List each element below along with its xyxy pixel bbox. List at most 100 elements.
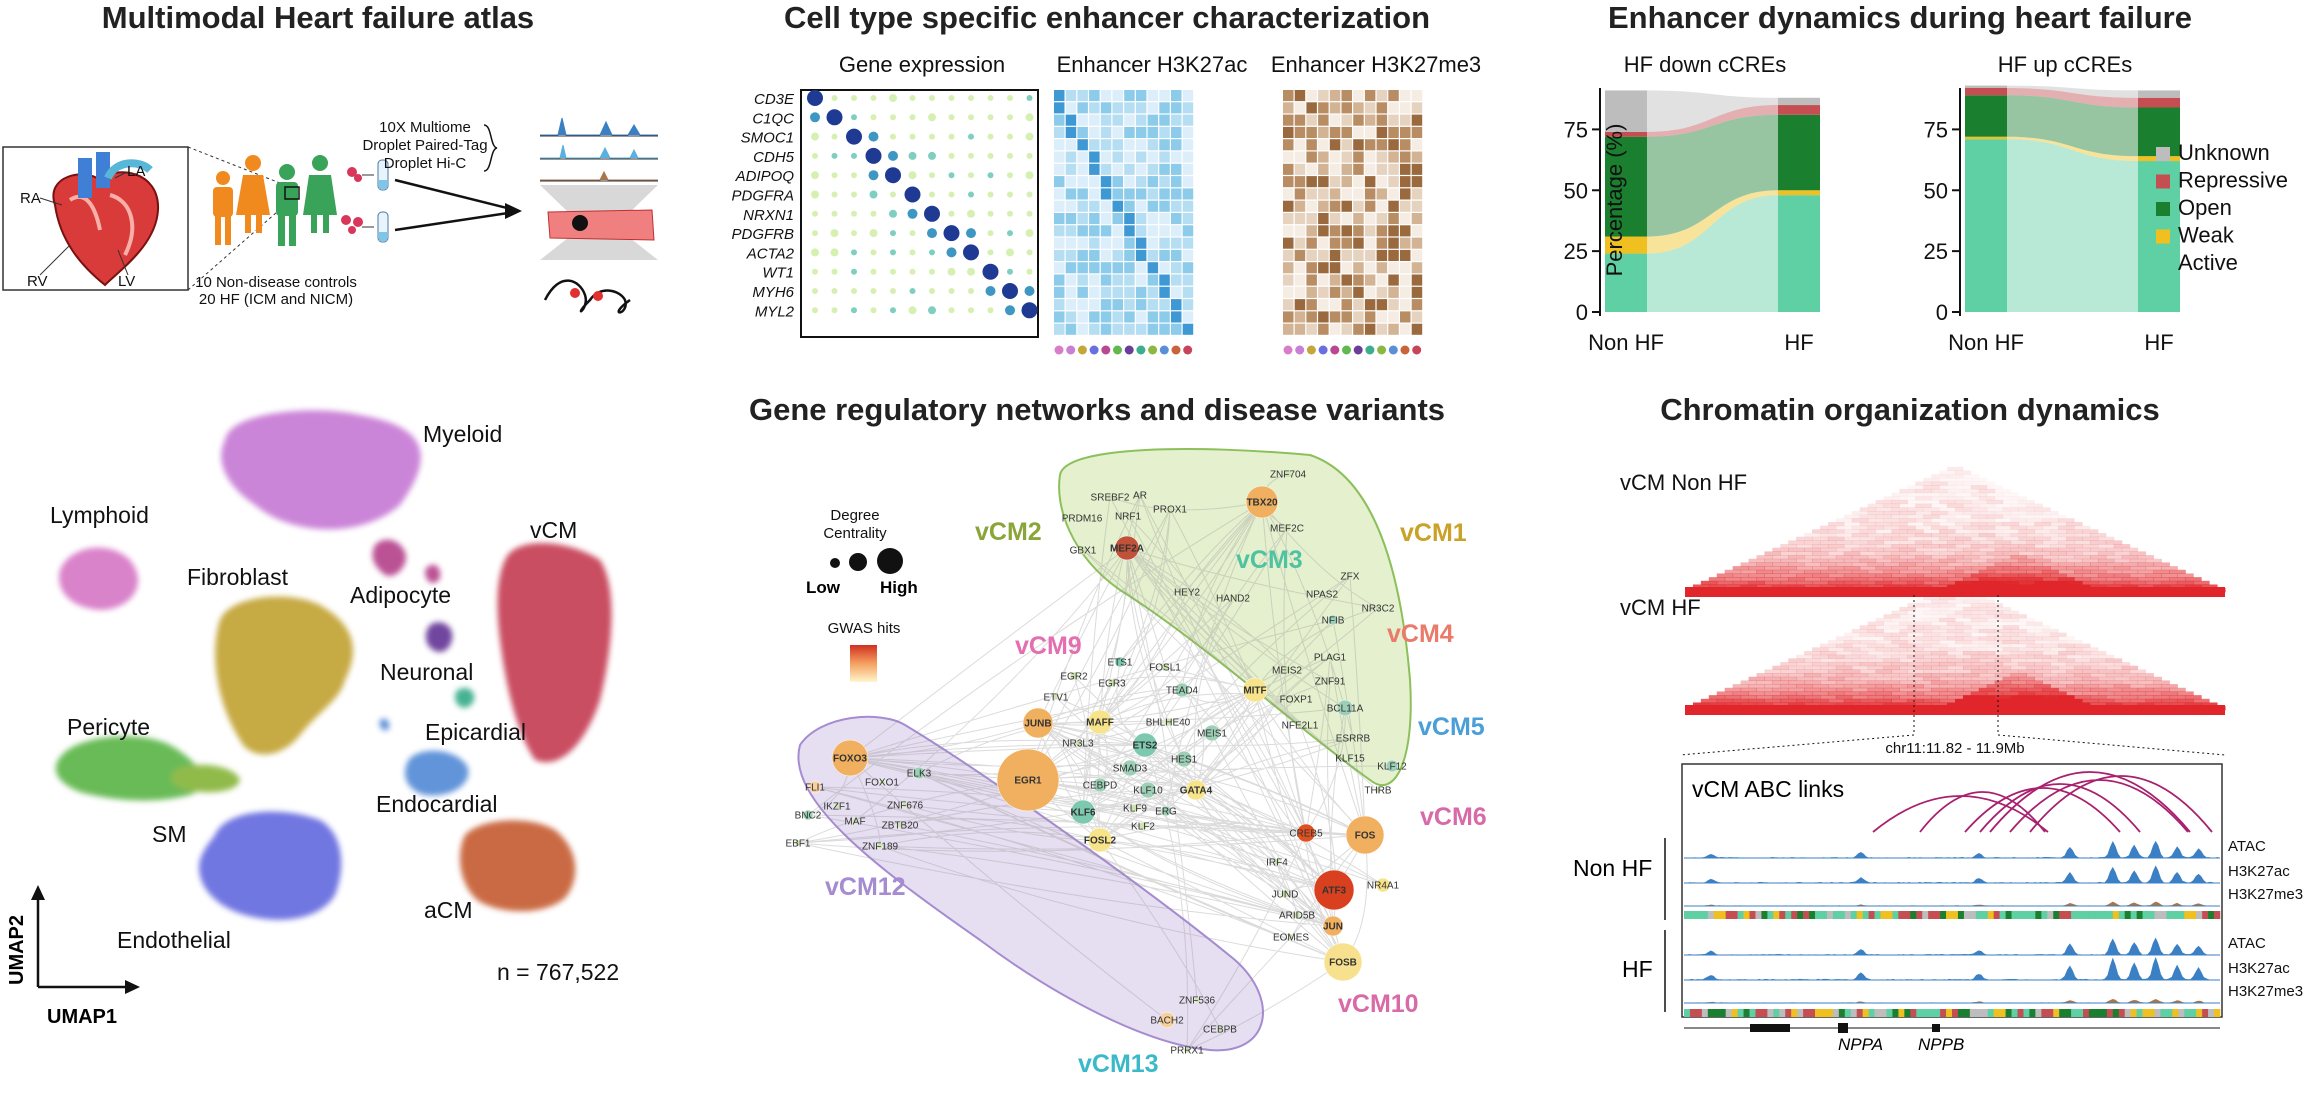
network-node-label: ZNF536	[1179, 996, 1216, 1007]
network-node-label: BCL11A	[1327, 704, 1364, 715]
alluvial-bar-weak	[1965, 136, 2007, 140]
h3k27me3-cell	[1353, 114, 1364, 126]
hic-chromatin-icon	[540, 185, 658, 314]
expression-dot	[870, 95, 877, 101]
h3k27me3-cell	[1411, 262, 1423, 274]
network-node-label: CREB5	[1289, 829, 1323, 840]
hic-cell	[2026, 577, 2043, 582]
h3k27me3-cell	[1341, 102, 1352, 114]
h3k27me3-cell	[1364, 299, 1376, 311]
hic-cell	[2018, 507, 2035, 512]
hic-cell	[1780, 698, 1797, 703]
expression-dot	[890, 133, 896, 140]
hic-cell	[2018, 521, 2035, 527]
expression-dot	[1025, 171, 1034, 180]
h3k27me3-cell	[1376, 114, 1388, 126]
hic-cell	[1891, 654, 1908, 659]
alluvial-tick-label: 25	[1924, 239, 1948, 264]
hic-cell	[1700, 580, 1718, 585]
h3k27ac-cell	[1147, 176, 1159, 188]
hic-cell	[1843, 676, 1861, 681]
celltype-dot	[1124, 345, 1134, 355]
h3k27me3-cell	[1294, 286, 1306, 298]
expression-dot	[831, 210, 838, 217]
hic-cell	[1859, 639, 1877, 645]
hic-cell	[1962, 643, 1980, 648]
expression-dot	[1024, 286, 1035, 296]
h3k27ac-cell	[1159, 299, 1170, 311]
network-node-fli1	[808, 780, 822, 794]
hic-cell	[2018, 573, 2035, 578]
network-node-zfx	[1346, 572, 1354, 580]
celltype-dot	[1400, 345, 1410, 355]
chromatin-state-bin	[2214, 1009, 2221, 1017]
network-node-esrrb	[1349, 734, 1357, 742]
hic-cell	[2034, 566, 2051, 571]
h3k27me3-cell	[1306, 249, 1317, 261]
h3k27ac-cell	[1054, 151, 1065, 163]
hic-cell	[2002, 521, 2020, 527]
network-node-klf6	[1070, 799, 1096, 825]
hic-cell	[2066, 698, 2083, 703]
hic-cell	[2050, 691, 2067, 696]
degree-legend-small	[830, 558, 840, 568]
hic-cell	[1891, 647, 1908, 652]
network-node-bnc2	[802, 809, 814, 821]
hic-cell	[2090, 665, 2107, 670]
expression-dot	[1006, 248, 1014, 257]
h3k27me3-cell	[1283, 323, 1294, 335]
h3k27me3-cell	[1376, 237, 1388, 249]
hic-cell	[1955, 521, 1972, 527]
hic-cell	[1796, 684, 1813, 689]
h3k27ac-cell	[1077, 299, 1088, 311]
h3k27me3-cell	[1283, 102, 1294, 114]
h3k27me3-cell	[1364, 274, 1376, 286]
hic-cell	[1923, 566, 1940, 571]
hic-cell	[2002, 662, 2020, 667]
panel-title-h3k27me3: Enhancer H3K27me3	[1271, 52, 1481, 77]
celltype-dot	[1113, 345, 1122, 355]
expression-dot	[948, 95, 955, 101]
title-chromatin: Chromatin organization dynamics	[1660, 392, 2160, 427]
gene-label: WT1	[762, 265, 794, 282]
expression-dot	[851, 210, 857, 217]
hic-cell	[2010, 651, 2027, 656]
celltype-dot	[1295, 345, 1305, 355]
hic-cell	[1867, 687, 1885, 692]
hic-cell	[2113, 566, 2131, 571]
h3k27ac-cell	[1077, 274, 1088, 286]
h3k27me3-cell	[1376, 225, 1388, 237]
network-node-label: BACH2	[1150, 1016, 1184, 1027]
chromatin-state-bin	[1975, 1009, 1983, 1017]
expression-dot	[1007, 230, 1013, 237]
network-node-atf3	[1313, 869, 1355, 911]
hic-cell	[1883, 702, 1900, 707]
chromatin-state-bin	[1749, 911, 1756, 919]
hic-cell	[1986, 536, 2004, 541]
hic-cell	[1748, 580, 1765, 585]
h3k27ac-cell	[1089, 102, 1100, 114]
hic-cell	[1827, 544, 1845, 549]
hic-cell	[1859, 551, 1877, 556]
hic-cell	[2145, 676, 2162, 681]
h3k27me3-cell	[1353, 90, 1364, 102]
hic-cell	[1843, 544, 1861, 549]
hic-cell	[1851, 643, 1869, 648]
hic-cell	[1955, 595, 1972, 601]
hic-cell	[2113, 662, 2131, 667]
hic-cell	[1899, 665, 1916, 670]
chromatin-state-bin	[1797, 1009, 1804, 1017]
h3k27ac-cell	[1159, 274, 1170, 286]
hic-cell	[1994, 665, 2012, 670]
h3k27ac-cell	[1147, 237, 1159, 249]
expression-dot	[1007, 191, 1013, 198]
hic-cell	[2097, 654, 2115, 659]
network-node-bhlhe40	[1163, 717, 1173, 727]
hic-cell	[1859, 662, 1877, 667]
expression-dot	[987, 249, 994, 256]
hic-cell	[2058, 533, 2075, 538]
hic-cell	[1947, 651, 1964, 656]
hic-cell	[1788, 562, 1805, 567]
hic-cell	[2018, 558, 2035, 563]
hic-cell	[1907, 558, 1924, 563]
